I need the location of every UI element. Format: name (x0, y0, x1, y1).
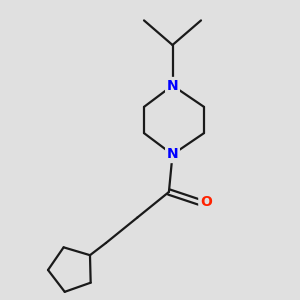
Text: O: O (200, 196, 212, 209)
Text: N: N (167, 79, 178, 92)
Text: N: N (167, 148, 178, 161)
